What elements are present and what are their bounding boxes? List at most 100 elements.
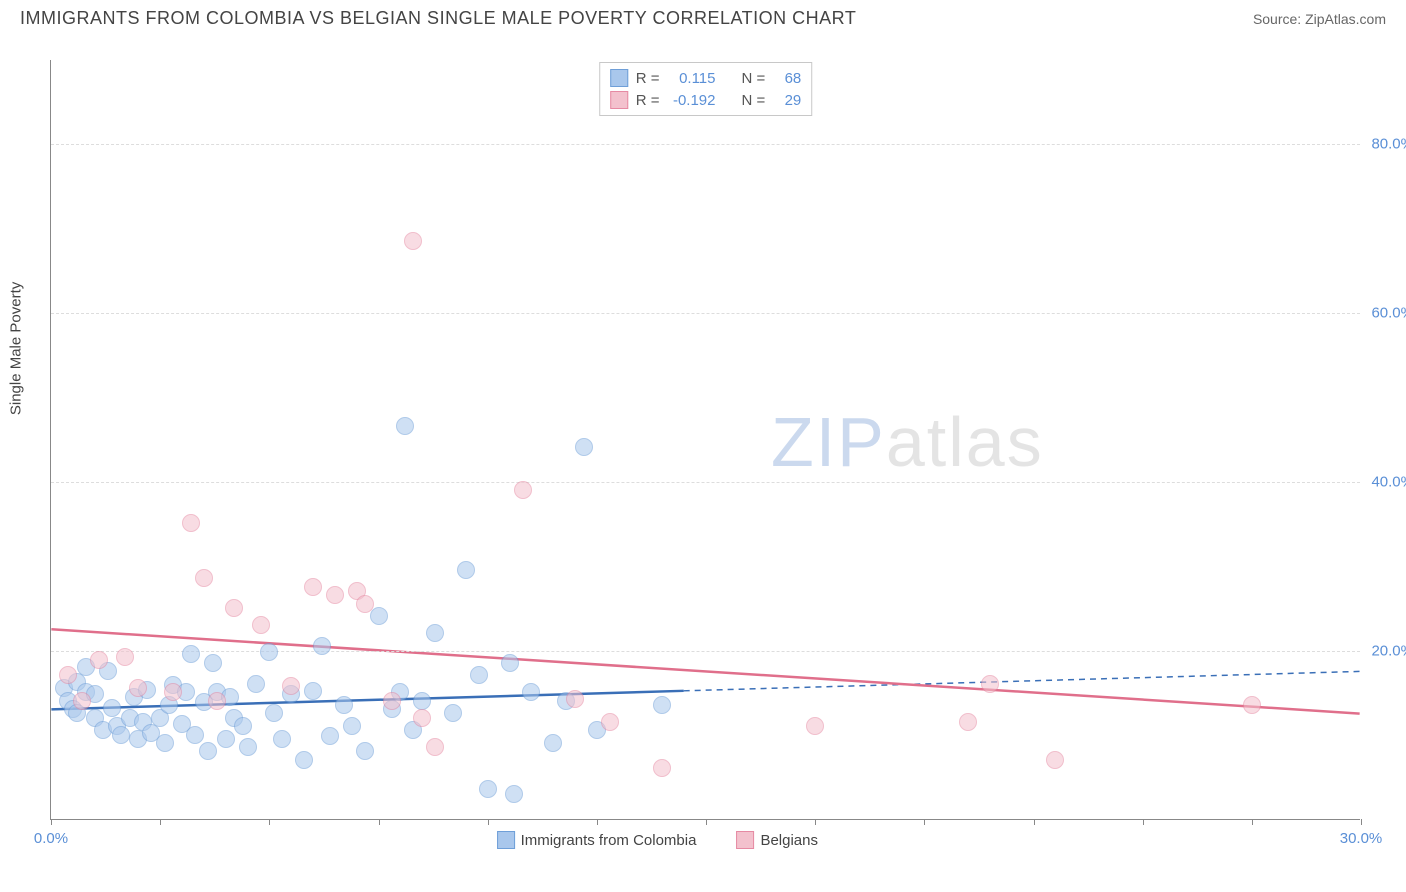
x-tick	[160, 819, 161, 825]
data-point	[295, 751, 313, 769]
data-point	[544, 734, 562, 752]
data-point	[73, 692, 91, 710]
data-point	[90, 651, 108, 669]
data-point	[321, 727, 339, 745]
x-tick	[1361, 819, 1362, 825]
data-point	[217, 730, 235, 748]
watermark-zip: ZIP	[771, 403, 886, 481]
data-point	[252, 616, 270, 634]
y-tick-label: 80.0%	[1371, 136, 1406, 153]
gridline	[51, 313, 1360, 314]
r-value: -0.192	[668, 92, 716, 109]
data-point	[247, 675, 265, 693]
watermark: ZIPatlas	[771, 402, 1044, 482]
data-point	[182, 514, 200, 532]
chart-source: Source: ZipAtlas.com	[1253, 11, 1386, 27]
legend-series: Immigrants from Colombia Belgians	[497, 831, 818, 849]
r-label: R =	[636, 70, 660, 87]
data-point	[103, 699, 121, 717]
data-point	[282, 677, 300, 695]
r-value: 0.115	[668, 70, 716, 87]
x-tick	[1143, 819, 1144, 825]
data-point	[566, 690, 584, 708]
data-point	[260, 643, 278, 661]
y-tick-label: 60.0%	[1371, 305, 1406, 322]
data-point	[112, 726, 130, 744]
data-point	[313, 637, 331, 655]
data-point	[413, 709, 431, 727]
data-point	[981, 675, 999, 693]
n-label: N =	[742, 92, 766, 109]
legend-swatch	[610, 69, 628, 87]
data-point	[370, 607, 388, 625]
data-point	[304, 682, 322, 700]
data-point	[156, 734, 174, 752]
chart-title: IMMIGRANTS FROM COLOMBIA VS BELGIAN SING…	[20, 8, 856, 29]
gridline	[51, 144, 1360, 145]
legend-swatch	[736, 831, 754, 849]
x-tick	[815, 819, 816, 825]
data-point	[396, 417, 414, 435]
regression-lines	[51, 60, 1360, 819]
data-point	[164, 683, 182, 701]
data-point	[129, 679, 147, 697]
data-point	[199, 742, 217, 760]
data-point	[959, 713, 977, 731]
data-point	[383, 692, 401, 710]
legend-swatch	[610, 91, 628, 109]
data-point	[265, 704, 283, 722]
data-point	[204, 654, 222, 672]
gridline	[51, 482, 1360, 483]
legend-stats-box: R =0.115N =68R =-0.192N =29	[599, 62, 813, 116]
data-point	[335, 696, 353, 714]
data-point	[208, 692, 226, 710]
gridline	[51, 651, 1360, 652]
legend-swatch	[497, 831, 515, 849]
y-tick-label: 40.0%	[1371, 474, 1406, 491]
n-label: N =	[742, 70, 766, 87]
x-tick	[1034, 819, 1035, 825]
x-tick	[597, 819, 598, 825]
data-point	[444, 704, 462, 722]
x-tick-label: 0.0%	[34, 830, 68, 847]
data-point	[404, 232, 422, 250]
data-point	[1046, 751, 1064, 769]
data-point	[186, 726, 204, 744]
legend-stat-row: R =-0.192N =29	[610, 89, 802, 111]
data-point	[470, 666, 488, 684]
data-point	[239, 738, 257, 756]
data-point	[1243, 696, 1261, 714]
x-tick	[924, 819, 925, 825]
data-point	[273, 730, 291, 748]
y-tick-label: 20.0%	[1371, 643, 1406, 660]
legend-label: Immigrants from Colombia	[521, 832, 697, 849]
data-point	[356, 595, 374, 613]
x-tick-label: 30.0%	[1340, 830, 1383, 847]
x-tick	[1252, 819, 1253, 825]
x-tick	[269, 819, 270, 825]
data-point	[575, 438, 593, 456]
data-point	[479, 780, 497, 798]
data-point	[413, 692, 431, 710]
data-point	[514, 481, 532, 499]
data-point	[356, 742, 374, 760]
data-point	[505, 785, 523, 803]
chart-plot-area: Single Male Poverty ZIPatlas R =0.115N =…	[50, 60, 1360, 820]
data-point	[234, 717, 252, 735]
data-point	[195, 569, 213, 587]
n-value: 68	[773, 70, 801, 87]
data-point	[326, 586, 344, 604]
data-point	[59, 666, 77, 684]
legend-item: Immigrants from Colombia	[497, 831, 697, 849]
x-tick	[488, 819, 489, 825]
data-point	[343, 717, 361, 735]
data-point	[522, 683, 540, 701]
data-point	[116, 648, 134, 666]
data-point	[457, 561, 475, 579]
legend-label: Belgians	[760, 832, 818, 849]
r-label: R =	[636, 92, 660, 109]
data-point	[225, 599, 243, 617]
data-point	[426, 624, 444, 642]
data-point	[501, 654, 519, 672]
legend-item: Belgians	[736, 831, 818, 849]
